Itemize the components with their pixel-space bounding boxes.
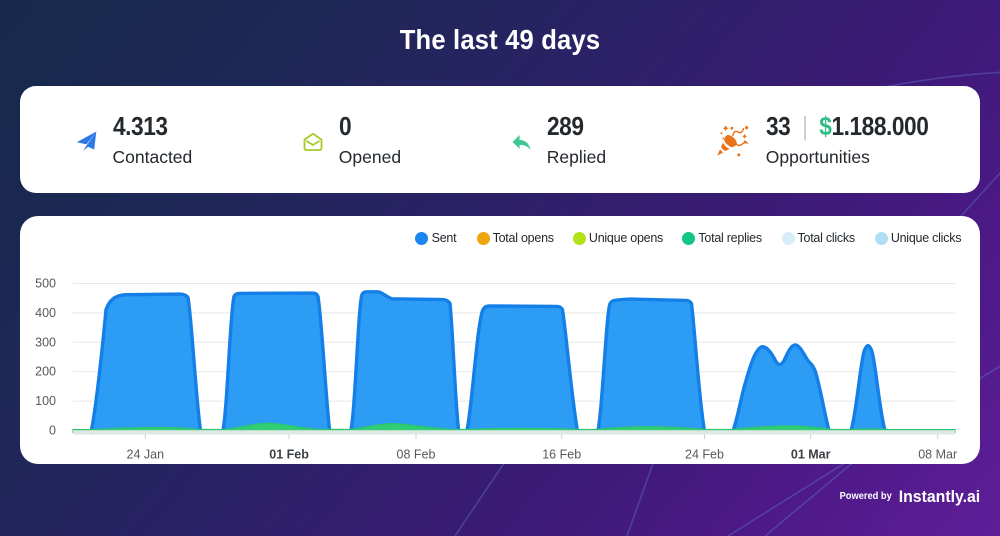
svg-text:08 Feb: 08 Feb — [397, 448, 436, 462]
svg-text:400: 400 — [35, 306, 56, 320]
svg-text:24 Jan: 24 Jan — [127, 448, 165, 462]
svg-text:500: 500 — [35, 277, 56, 291]
svg-text:24 Feb: 24 Feb — [685, 448, 724, 462]
svg-text:200: 200 — [35, 365, 56, 379]
svg-text:01 Feb: 01 Feb — [269, 448, 309, 462]
svg-text:01 Mar: 01 Mar — [791, 448, 831, 462]
svg-text:16 Feb: 16 Feb — [542, 448, 581, 462]
svg-text:08 Mar: 08 Mar — [918, 448, 957, 462]
svg-text:0: 0 — [49, 424, 56, 438]
svg-text:100: 100 — [35, 394, 56, 408]
svg-text:300: 300 — [35, 335, 56, 349]
